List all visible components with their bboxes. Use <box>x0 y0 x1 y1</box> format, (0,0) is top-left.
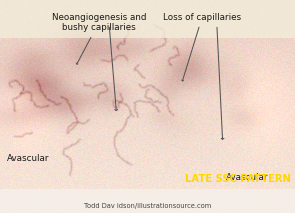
Text: Todd Dav idson/illustrationsource.com: Todd Dav idson/illustrationsource.com <box>84 203 211 209</box>
Text: Avascular: Avascular <box>226 173 268 182</box>
FancyBboxPatch shape <box>0 0 295 38</box>
Text: LATE SSC PATTERN: LATE SSC PATTERN <box>185 174 291 184</box>
Text: Loss of capillaries: Loss of capillaries <box>163 13 241 81</box>
Text: Neoangiogenesis and
bushy capillaries: Neoangiogenesis and bushy capillaries <box>52 13 146 64</box>
FancyBboxPatch shape <box>0 189 295 213</box>
Text: Avascular: Avascular <box>7 154 50 163</box>
